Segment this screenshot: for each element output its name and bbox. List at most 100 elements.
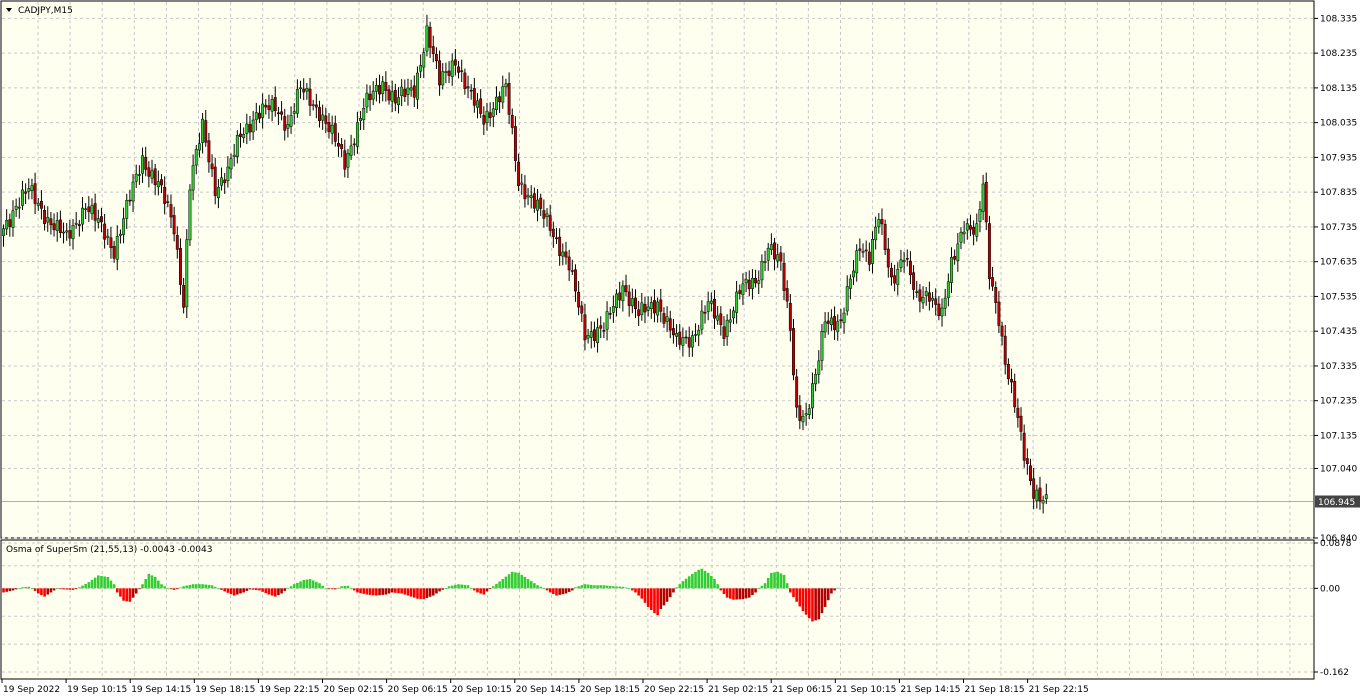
osma-bar <box>577 586 580 589</box>
candle-bull <box>422 52 426 68</box>
time-tick-label: 19 Sep 22:15 <box>259 685 319 695</box>
candle-bull <box>5 220 9 230</box>
osma-bar <box>27 586 31 589</box>
candle-bear <box>258 112 261 119</box>
candle-bull <box>245 123 249 134</box>
candle-bull <box>871 239 874 264</box>
osma-bar <box>662 588 666 606</box>
candle-bull <box>321 114 325 121</box>
price-tick-label: 107.235 <box>1320 397 1357 407</box>
osma-bar <box>375 588 378 596</box>
osma-bar <box>255 588 258 591</box>
candle-bull <box>744 279 748 284</box>
candle-bear <box>513 126 517 161</box>
candle-bull <box>732 310 735 319</box>
osma-bar <box>65 588 68 590</box>
candle-bear <box>997 301 1001 326</box>
osma-bar <box>302 580 305 589</box>
osma-bar <box>406 588 410 596</box>
candle-bull <box>27 188 31 192</box>
candle-bear <box>773 242 776 260</box>
osma-bar <box>198 584 201 589</box>
osma-bar <box>507 574 511 589</box>
candle-bull <box>649 302 653 309</box>
candle-bull <box>545 213 549 217</box>
candle-bear <box>213 166 217 196</box>
candle-bull <box>409 87 413 91</box>
candle-bull <box>709 300 713 304</box>
candle-bull <box>36 202 40 206</box>
candle-bull <box>21 189 24 206</box>
price-tick-label: 108.135 <box>1320 84 1357 94</box>
candle-bear <box>77 224 81 226</box>
candle-bear <box>207 140 211 163</box>
osma-bar <box>567 588 571 592</box>
candle-bull <box>362 108 366 121</box>
osma-bar <box>444 587 448 589</box>
candle-bull <box>848 278 852 289</box>
osma-bar <box>78 587 81 589</box>
osma-bar <box>229 588 233 595</box>
osma-bar <box>460 584 463 589</box>
candle-bear <box>280 111 284 115</box>
osma-bar <box>763 583 767 589</box>
osma-bar <box>814 588 817 621</box>
osma-bar <box>425 588 429 598</box>
candle-bull <box>216 187 220 198</box>
candle-bear <box>1013 380 1017 408</box>
time-tick-label: 19 Sep 18:15 <box>195 685 255 695</box>
candle-bull <box>741 283 745 296</box>
candle-bear <box>1038 487 1042 502</box>
candle-bull <box>921 297 925 304</box>
candle-bear <box>722 326 726 339</box>
osma-bar <box>261 588 264 592</box>
candle-bear <box>172 215 176 235</box>
osma-bar <box>166 588 170 590</box>
current-price-label: 106.945 <box>1318 498 1355 508</box>
osma-bar <box>157 580 160 589</box>
time-tick-label: 20 Sep 14:15 <box>516 685 576 695</box>
candle-bull <box>855 250 859 274</box>
osma-bar <box>482 588 486 595</box>
osma-bar <box>270 588 274 596</box>
osma-bar <box>46 588 50 595</box>
candle-bull <box>829 317 833 325</box>
osma-bar <box>226 588 230 593</box>
candle-bear <box>564 251 568 258</box>
osma-bar <box>280 588 283 594</box>
candle-bear <box>908 260 912 275</box>
osma-histogram <box>2 568 842 622</box>
osma-bar <box>495 583 498 589</box>
osma-bar <box>258 588 261 591</box>
candle-bull <box>371 90 375 100</box>
candle-bull <box>374 85 378 92</box>
osma-bar <box>710 575 713 589</box>
candle-bear <box>713 298 716 319</box>
osma-bar <box>631 588 634 591</box>
osma-bar <box>811 588 814 622</box>
candle-bull <box>416 72 419 100</box>
candle-bear <box>972 227 976 235</box>
candle-bull <box>232 154 236 158</box>
time-tick-label: 20 Sep 22:15 <box>644 685 704 695</box>
symbol-title-group[interactable]: CADJPY,M15 <box>6 6 73 16</box>
candle-bear <box>128 199 132 202</box>
osma-bar <box>416 588 419 599</box>
candle-bull <box>694 334 697 336</box>
dropdown-triangle-icon[interactable] <box>6 8 12 12</box>
candle-bull <box>735 291 739 313</box>
price-tick-label: 108.335 <box>1320 14 1357 24</box>
osma-bar <box>213 586 217 589</box>
osma-bar <box>387 588 391 594</box>
candle-bear <box>668 318 672 331</box>
osma-bar <box>153 576 157 589</box>
candle-bull <box>706 301 710 312</box>
candle-bull <box>188 189 192 241</box>
candle-bear <box>719 313 723 325</box>
candle-bull <box>220 177 223 186</box>
candle-bull <box>295 89 299 114</box>
osma-bar <box>52 588 56 591</box>
candle-bull <box>615 293 618 308</box>
osma-bar <box>207 584 211 589</box>
osma-bar <box>725 588 729 598</box>
